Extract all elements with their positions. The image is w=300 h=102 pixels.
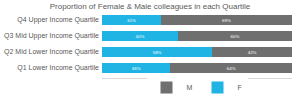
svg-text:58%: 58% <box>153 50 162 55</box>
svg-text:36%: 36% <box>132 66 141 71</box>
svg-text:Proportion of Female & Male co: Proportion of Female & Male colleagues i… <box>50 2 251 11</box>
svg-text:40%: 40% <box>136 34 145 39</box>
svg-text:42%: 42% <box>248 50 257 55</box>
svg-text:Q3 Mid Upper Income Quartile: Q3 Mid Upper Income Quartile <box>4 32 99 40</box>
svg-text:Q4 Upper Income Quartile: Q4 Upper Income Quartile <box>17 16 99 24</box>
svg-text:64%: 64% <box>227 66 236 71</box>
svg-text:60%: 60% <box>231 34 240 39</box>
svg-text:31%: 31% <box>127 18 136 23</box>
svg-text:F: F <box>238 84 242 91</box>
svg-text:Q1 Lower Income Quartile: Q1 Lower Income Quartile <box>17 64 99 72</box>
svg-text:Q2 Mid Lower Income Quartile: Q2 Mid Lower Income Quartile <box>4 48 99 56</box>
svg-text:M: M <box>187 84 193 91</box>
svg-text:69%: 69% <box>222 18 231 23</box>
